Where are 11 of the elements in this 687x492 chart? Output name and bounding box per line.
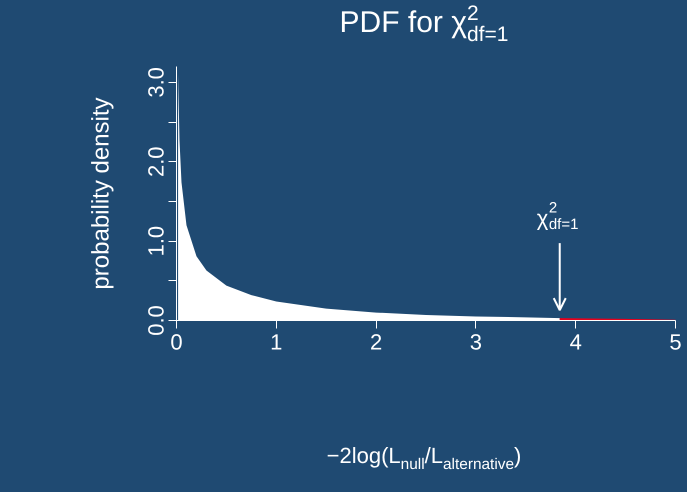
x-tick-label: 3: [470, 330, 482, 354]
y-tick-label: 3.0: [144, 67, 168, 98]
x-tick-label: 2: [370, 330, 382, 354]
y-tick-label: 0.0: [144, 305, 168, 336]
y-tick-label: 1.0: [144, 226, 168, 256]
x-tick-label: 0: [170, 330, 183, 354]
y-tick-label: 2.0: [144, 146, 168, 178]
x-tick-label: 4: [570, 330, 582, 354]
x-tick-label: 5: [669, 330, 682, 354]
y-axis-title: probability density: [88, 97, 114, 290]
x-tick-label: 1: [270, 330, 282, 354]
